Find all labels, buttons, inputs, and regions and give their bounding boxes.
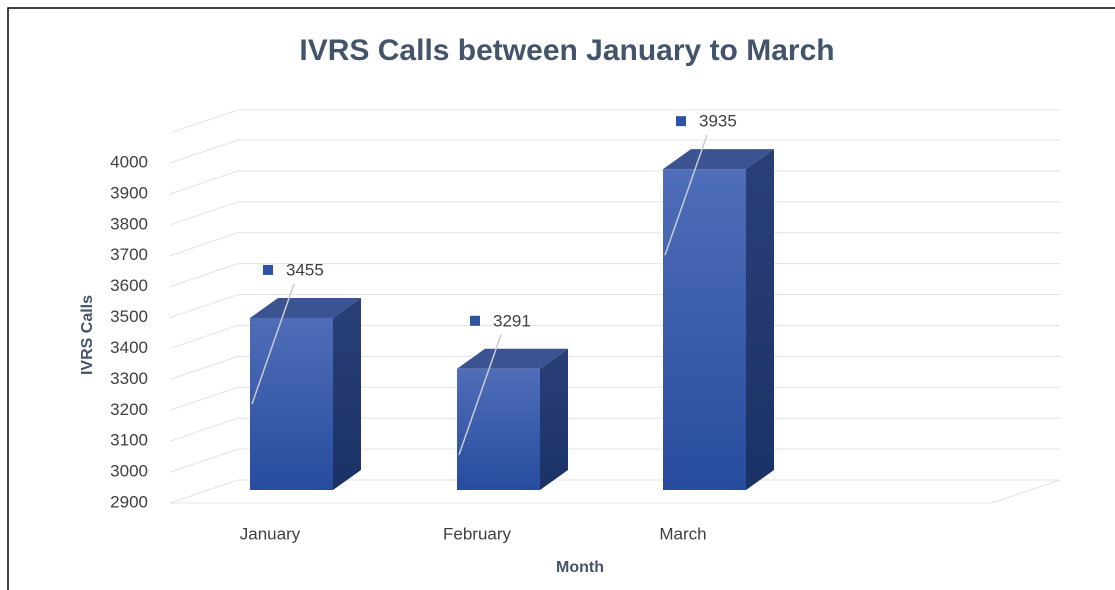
grid-line bbox=[169, 417, 239, 442]
y-tick-label: 3400 bbox=[110, 338, 148, 357]
grid-line bbox=[169, 294, 239, 319]
grid-line bbox=[169, 201, 239, 226]
y-tick-label: 3600 bbox=[110, 276, 148, 295]
grid-line bbox=[169, 139, 239, 164]
label-key bbox=[470, 315, 480, 326]
grid-line bbox=[169, 232, 239, 257]
frame bbox=[7, 7, 1115, 590]
x-tick-label: March bbox=[659, 524, 706, 543]
bar-top bbox=[250, 297, 361, 318]
grid-line bbox=[169, 355, 239, 380]
y-tick-label: 3500 bbox=[110, 307, 148, 326]
bar-front bbox=[663, 169, 746, 490]
bar bbox=[250, 297, 361, 490]
leader-line bbox=[458, 334, 502, 456]
grid-line bbox=[169, 479, 239, 504]
y-axis-title: IVRS Calls bbox=[79, 295, 96, 375]
chart-title: IVRS Calls between January to March bbox=[299, 34, 834, 67]
label-key bbox=[263, 264, 273, 275]
grid-line bbox=[169, 263, 239, 288]
y-tick-label: 3800 bbox=[110, 214, 148, 233]
y-tick-label: 3100 bbox=[110, 431, 148, 450]
wall-edge bbox=[169, 109, 239, 134]
bar-side bbox=[333, 297, 361, 490]
bar-top bbox=[457, 348, 568, 369]
y-tick-label: 2900 bbox=[110, 492, 148, 511]
y-tick-label: 3700 bbox=[110, 245, 148, 264]
x-tick-label: January bbox=[240, 524, 301, 543]
bar bbox=[457, 348, 568, 490]
bar-front bbox=[250, 317, 333, 490]
leader-line bbox=[664, 134, 708, 256]
bar-side bbox=[746, 149, 774, 490]
data-label: 3291 bbox=[493, 311, 531, 330]
grid-line bbox=[169, 324, 239, 349]
x-tick-label: February bbox=[443, 524, 512, 543]
data-label: 3935 bbox=[699, 112, 737, 131]
grid-line bbox=[169, 170, 239, 195]
bar-side bbox=[540, 348, 568, 490]
grid-line bbox=[169, 386, 239, 411]
data-label: 3455 bbox=[286, 260, 324, 279]
bar-front bbox=[457, 368, 540, 490]
leader-line bbox=[251, 283, 295, 405]
x-axis-title: Month bbox=[556, 559, 604, 576]
label-key bbox=[676, 116, 686, 127]
y-tick-label: 3300 bbox=[110, 369, 148, 388]
grid-line bbox=[169, 448, 239, 473]
floor-edge bbox=[991, 479, 1061, 504]
y-tick-label: 3000 bbox=[110, 462, 148, 481]
bar bbox=[663, 149, 774, 490]
y-tick-label: 3900 bbox=[110, 183, 148, 202]
y-tick-label: 4000 bbox=[110, 152, 148, 171]
bar-top bbox=[663, 149, 774, 170]
y-tick-label: 3200 bbox=[110, 400, 148, 419]
